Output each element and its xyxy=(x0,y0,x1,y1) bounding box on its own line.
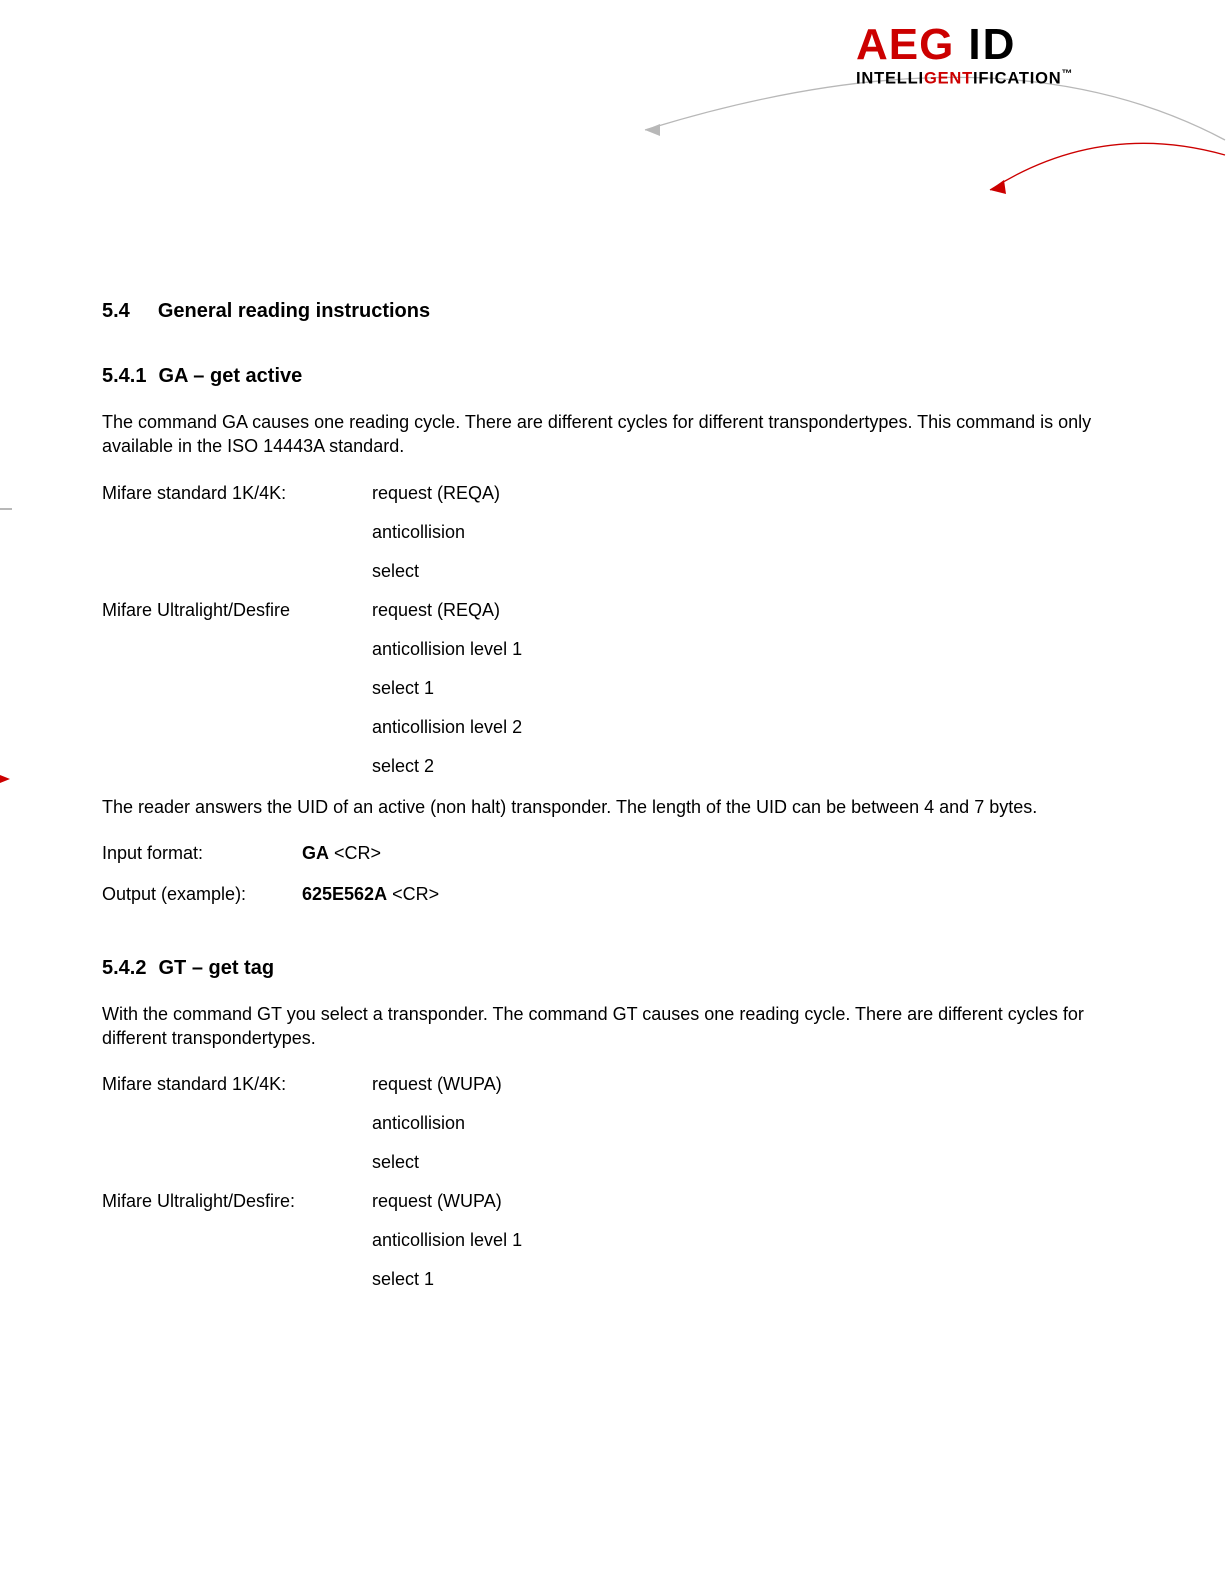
s542-row1-v1: request (WUPA) xyxy=(372,1074,502,1095)
tagline-mid: GENT xyxy=(924,70,973,88)
s541-row2-v1: request (REQA) xyxy=(372,600,500,621)
subsection-541-title: GA – get active xyxy=(158,365,302,388)
logo-tagline: INTELLIGENTIFICATION™ xyxy=(856,68,1121,89)
s541-input-row: Input format: GA <CR> xyxy=(102,843,1102,864)
subsection-542-number: 5.4.2 xyxy=(102,957,146,980)
s542-paragraph-1: With the command GT you select a transpo… xyxy=(102,1002,1102,1051)
s541-row1-v3: select xyxy=(372,561,1102,582)
s541-output-row: Output (example): 625E562A <CR> xyxy=(102,884,1102,905)
s541-output-val: 625E562A xyxy=(302,884,387,904)
s542-row1-v3: select xyxy=(372,1152,1102,1173)
s541-row2-v2: anticollision level 1 xyxy=(372,639,1102,660)
subsection-542-title: GT – get tag xyxy=(158,957,274,980)
section-title: General reading instructions xyxy=(158,300,430,323)
tagline-tm: ™ xyxy=(1061,68,1073,80)
s541-row2-v4: anticollision level 2 xyxy=(372,717,1102,738)
s542-row-mifare-ul: Mifare Ultralight/Desfire: request (WUPA… xyxy=(102,1191,1102,1212)
tagline-post: IFICATION xyxy=(973,70,1061,88)
s541-output-value: 625E562A <CR> xyxy=(302,884,439,905)
s541-input-value: GA <CR> xyxy=(302,843,381,864)
s541-output-suffix: <CR> xyxy=(387,884,439,904)
section-heading: 5.4 General reading instructions xyxy=(102,300,1102,323)
s541-input-cmd: GA xyxy=(302,843,329,863)
subsection-542-heading: 5.4.2 GT – get tag xyxy=(102,957,1102,980)
page: AEG ID INTELLIGENTIFICATION™ 5.4 General… xyxy=(0,0,1231,1570)
subsection-541-number: 5.4.1 xyxy=(102,365,146,388)
s541-row2-v5: select 2 xyxy=(372,756,1102,777)
content-area: 5.4 General reading instructions 5.4.1 G… xyxy=(102,300,1102,1308)
section-number: 5.4 xyxy=(102,300,130,323)
s542-row-mifare-std: Mifare standard 1K/4K: request (WUPA) xyxy=(102,1074,1102,1095)
s541-input-suffix: <CR> xyxy=(329,843,381,863)
brand-logo: AEG ID INTELLIGENTIFICATION™ xyxy=(856,20,1121,89)
s541-output-label: Output (example): xyxy=(102,884,302,905)
s541-row1-v2: anticollision xyxy=(372,522,1102,543)
s541-row2-v3: select 1 xyxy=(372,678,1102,699)
s541-row1-label: Mifare standard 1K/4K: xyxy=(102,483,372,504)
s541-row-mifare-std: Mifare standard 1K/4K: request (REQA) xyxy=(102,483,1102,504)
s542-row2-v3: select 1 xyxy=(372,1269,1102,1290)
subsection-541-heading: 5.4.1 GA – get active xyxy=(102,365,1102,388)
s541-input-label: Input format: xyxy=(102,843,302,864)
logo-text-aeg: AEG xyxy=(856,20,954,70)
s541-row2-label: Mifare Ultralight/Desfire xyxy=(102,600,372,621)
s541-paragraph-2: The reader answers the UID of an active … xyxy=(102,795,1102,819)
logo-text-id: ID xyxy=(968,20,1016,70)
s542-row1-v2: anticollision xyxy=(372,1113,1102,1134)
s542-row2-label: Mifare Ultralight/Desfire: xyxy=(102,1191,372,1212)
s542-row1-label: Mifare standard 1K/4K: xyxy=(102,1074,372,1095)
s542-row2-v1: request (WUPA) xyxy=(372,1191,502,1212)
tagline-pre: INTELLI xyxy=(856,70,924,88)
s541-paragraph-1: The command GA causes one reading cycle.… xyxy=(102,410,1102,459)
s541-row-mifare-ul: Mifare Ultralight/Desfire request (REQA) xyxy=(102,600,1102,621)
left-edge-mark-grey xyxy=(0,505,20,515)
left-edge-mark-red xyxy=(0,775,20,785)
s541-row1-v1: request (REQA) xyxy=(372,483,500,504)
s542-row2-v2: anticollision level 1 xyxy=(372,1230,1102,1251)
